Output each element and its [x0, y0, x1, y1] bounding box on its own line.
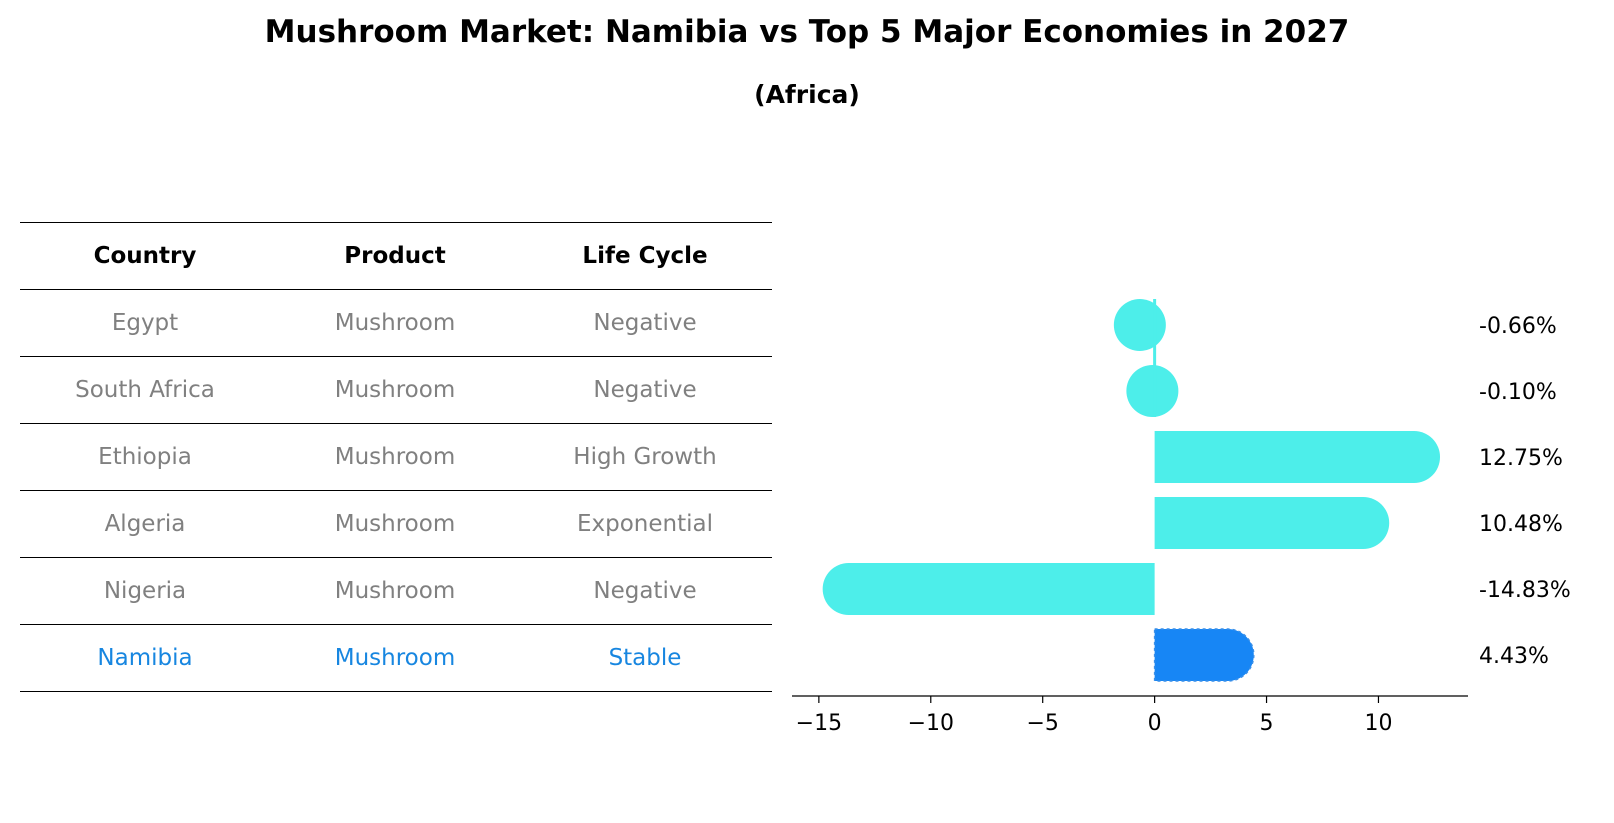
cell-country: Nigeria — [103, 578, 187, 604]
bar-value-label: -0.66% — [1479, 314, 1557, 339]
cell-life-cycle: High Growth — [573, 444, 717, 470]
cell-product: Mushroom — [334, 310, 456, 336]
bar — [1154, 431, 1441, 483]
bar-highlighted — [1153, 628, 1255, 682]
chart-subtitle: (Africa) — [754, 80, 860, 109]
x-tick-label: −15 — [796, 711, 842, 736]
cell-product: Mushroom — [334, 444, 456, 470]
bar — [1113, 299, 1166, 351]
cell-life-cycle: Stable — [608, 645, 682, 671]
bar — [822, 563, 1155, 615]
x-tick-label: 10 — [1364, 711, 1392, 736]
cell-country: Egypt — [111, 310, 179, 336]
life-cycle-table: Country Product Life Cycle Egypt Mushroo… — [20, 222, 772, 692]
bar-value-label: -14.83% — [1479, 578, 1571, 603]
chart-title: Mushroom Market: Namibia vs Top 5 Major … — [264, 14, 1350, 50]
cell-life-cycle: Negative — [593, 310, 697, 336]
header-country: Country — [93, 243, 197, 269]
table-header-row: Country Product Life Cycle — [20, 222, 772, 289]
cell-life-cycle: Exponential — [576, 511, 713, 537]
bar — [1154, 497, 1390, 549]
cell-country: Namibia — [97, 645, 193, 671]
x-tick-label: −5 — [1026, 711, 1058, 736]
table-row: Ethiopia Mushroom High Growth — [20, 423, 772, 490]
x-tick-label: 0 — [1148, 711, 1162, 736]
header-life-cycle: Life Cycle — [582, 243, 708, 269]
bar-value-label: 4.43% — [1479, 644, 1549, 669]
header-product: Product — [344, 243, 446, 269]
table-row: Nigeria Mushroom Negative — [20, 557, 772, 624]
bar-value-label: 12.75% — [1479, 446, 1563, 471]
cell-country: South Africa — [75, 377, 215, 403]
cell-product: Mushroom — [334, 645, 456, 671]
cell-life-cycle: Negative — [593, 377, 697, 403]
bar-value-label: -0.10% — [1479, 380, 1557, 405]
table-row: South Africa Mushroom Negative — [20, 356, 772, 423]
bar-value-label: 10.48% — [1479, 512, 1563, 537]
table-row-highlighted: Namibia Mushroom Stable — [20, 624, 772, 692]
cell-product: Mushroom — [334, 511, 456, 537]
cell-product: Mushroom — [334, 377, 456, 403]
cell-life-cycle: Negative — [593, 578, 697, 604]
table-row: Egypt Mushroom Negative — [20, 289, 772, 356]
cell-country: Algeria — [104, 511, 186, 537]
x-tick-label: 5 — [1260, 711, 1274, 736]
cell-product: Mushroom — [334, 578, 456, 604]
bar — [1126, 365, 1179, 417]
x-tick-label: −10 — [908, 711, 954, 736]
cell-country: Ethiopia — [98, 444, 192, 470]
table-row: Algeria Mushroom Exponential — [20, 490, 772, 557]
